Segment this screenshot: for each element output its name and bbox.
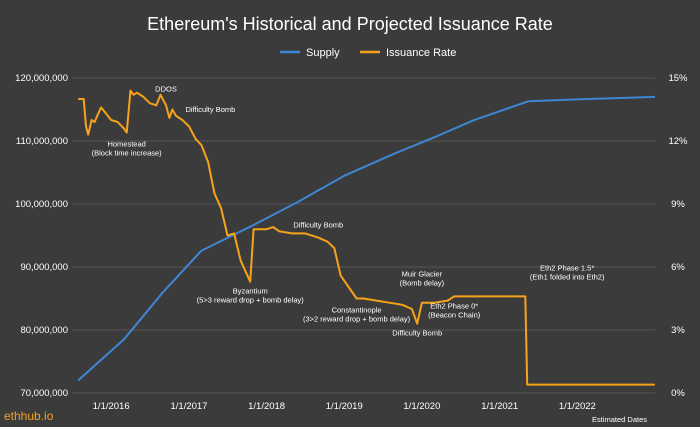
annotation-line: DDOS bbox=[155, 84, 177, 93]
annotation-line: (3>2 reward drop + bomb delay) bbox=[303, 315, 411, 324]
annotation-line: Homestead bbox=[107, 140, 145, 149]
footnote: Estimated Dates bbox=[592, 415, 647, 424]
annotation-label: Homestead (Block time increase) bbox=[92, 140, 163, 158]
x-tick-label: 1/1/2022 bbox=[559, 401, 596, 412]
annotation-line: (5>3 reward drop + bomb delay) bbox=[197, 296, 305, 305]
left-tick-label: 110,000,000 bbox=[16, 136, 68, 147]
annotation-line: Difficulty Bomb bbox=[392, 329, 442, 338]
left-tick-label: 90,000,000 bbox=[20, 262, 68, 273]
annotation-label: Difficulty Bomb bbox=[185, 105, 235, 114]
issuance-rate-line bbox=[78, 89, 655, 386]
annotations: Homestead (Block time increase) DDOS Diffic… bbox=[92, 84, 605, 337]
x-tick-label: 1/1/2016 bbox=[93, 401, 130, 412]
right-tick-label: 9% bbox=[671, 199, 685, 210]
x-axis-ticks: 1/1/2016 1/1/2017 1/1/2018 1/1/2019 1/1/2020… bbox=[93, 401, 596, 412]
right-tick-label: 12% bbox=[668, 136, 688, 147]
annotation-label: Difficulty Bomb bbox=[293, 221, 343, 230]
left-tick-label: 80,000,000 bbox=[20, 325, 68, 336]
gridlines bbox=[72, 77, 655, 394]
annotation-label: Byzantium (5>3 reward drop + bomb delay) bbox=[197, 287, 305, 305]
x-tick-label: 1/1/2018 bbox=[248, 401, 285, 412]
left-tick-label: 70,000,000 bbox=[20, 388, 68, 399]
x-tick-label: 1/1/2017 bbox=[170, 401, 207, 412]
legend-label-0: Supply bbox=[306, 47, 340, 59]
annotation-line: Eth2 Phase 1.5* bbox=[540, 263, 594, 272]
annotation-label: Constantinople (3>2 reward drop + bomb de… bbox=[303, 306, 411, 324]
annotation-line: Difficulty Bomb bbox=[293, 221, 343, 230]
x-tick-label: 1/1/2020 bbox=[403, 401, 440, 412]
legend-label-1: Issuance Rate bbox=[386, 47, 456, 59]
x-tick-label: 1/1/2021 bbox=[481, 401, 518, 412]
annotation-label: Muir Glacier (Bomb delay) bbox=[400, 270, 445, 288]
annotation-label: Eth2 Phase 0* (Beacon Chain) bbox=[428, 301, 481, 319]
annotation-label: Eth2 Phase 1.5* (Eth1 folded into Eth2) bbox=[530, 263, 605, 281]
annotation-line: (Block time increase) bbox=[92, 149, 163, 158]
right-tick-label: 3% bbox=[671, 325, 685, 336]
annotation-line: Eth2 Phase 0* bbox=[430, 301, 478, 310]
annotation-line: (Bomb delay) bbox=[400, 279, 445, 288]
annotation-line: Constantinople bbox=[332, 306, 382, 315]
supply-line bbox=[77, 95, 656, 382]
right-tick-label: 15% bbox=[668, 73, 688, 84]
source-label: ethhub.io bbox=[4, 409, 54, 423]
annotation-line: Difficulty Bomb bbox=[185, 105, 235, 114]
right-axis-ticks: 0% 3% 6% 9% 12% 15% bbox=[668, 73, 688, 399]
legend: Supply Issuance Rate bbox=[280, 47, 456, 59]
left-tick-label: 100,000,000 bbox=[15, 199, 68, 210]
chart-title: Ethereum's Historical and Projected Issu… bbox=[147, 14, 553, 34]
annotation-line: (Beacon Chain) bbox=[428, 310, 481, 319]
right-tick-label: 0% bbox=[671, 388, 685, 399]
right-tick-label: 6% bbox=[671, 262, 685, 273]
annotation-line: (Eth1 folded into Eth2) bbox=[530, 272, 605, 281]
x-tick-label: 1/1/2019 bbox=[326, 401, 363, 412]
annotation-label: DDOS bbox=[155, 84, 177, 93]
annotation-line: Muir Glacier bbox=[402, 270, 443, 279]
annotation-line: Byzantium bbox=[233, 287, 268, 296]
annotation-label: Difficulty Bomb bbox=[392, 329, 442, 338]
left-tick-label: 120,000,000 bbox=[15, 73, 68, 84]
series-lines bbox=[77, 89, 656, 386]
left-axis-ticks: 70,000,000 80,000,000 90,000,000 100,000,00… bbox=[15, 73, 68, 399]
